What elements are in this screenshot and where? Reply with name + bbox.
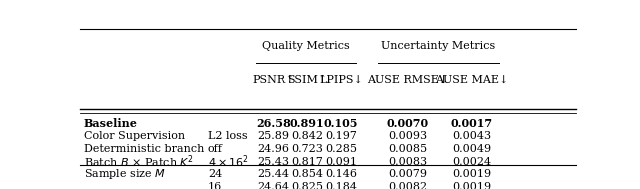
Text: 0.891: 0.891 (290, 118, 324, 129)
Text: AUSE RMSE↓: AUSE RMSE↓ (367, 75, 448, 85)
Text: AUSE MAE↓: AUSE MAE↓ (435, 75, 509, 85)
Text: PSNR↑: PSNR↑ (252, 75, 294, 85)
Text: 24: 24 (208, 169, 222, 179)
Text: Batch $B$ × Patch $K^2$: Batch $B$ × Patch $K^2$ (84, 153, 194, 170)
Text: 26.58: 26.58 (256, 118, 291, 129)
Text: 0.197: 0.197 (325, 131, 357, 141)
Text: 0.0043: 0.0043 (452, 131, 492, 141)
Text: 0.842: 0.842 (291, 131, 323, 141)
Text: 0.0082: 0.0082 (388, 182, 427, 189)
Text: 0.0070: 0.0070 (387, 118, 428, 129)
Text: Quality Metrics: Quality Metrics (262, 41, 350, 51)
Text: 0.854: 0.854 (291, 169, 323, 179)
Text: 0.105: 0.105 (324, 118, 358, 129)
Text: Color Supervision: Color Supervision (84, 131, 185, 141)
Text: 0.0079: 0.0079 (388, 169, 427, 179)
Text: 16: 16 (208, 182, 222, 189)
Text: 0.285: 0.285 (325, 144, 357, 154)
Text: 0.0019: 0.0019 (452, 169, 492, 179)
Text: 0.825: 0.825 (291, 182, 323, 189)
Text: 24.64: 24.64 (257, 182, 289, 189)
Text: off: off (208, 144, 223, 154)
Text: Baseline: Baseline (84, 118, 138, 129)
Text: 0.0019: 0.0019 (452, 182, 492, 189)
Text: Deterministic branch: Deterministic branch (84, 144, 204, 154)
Text: 0.723: 0.723 (291, 144, 323, 154)
Text: 25.43: 25.43 (257, 156, 289, 167)
Text: 0.0083: 0.0083 (388, 156, 427, 167)
Text: 0.146: 0.146 (325, 169, 357, 179)
Text: $4 \times 16^2$: $4 \times 16^2$ (208, 153, 249, 170)
Text: 24.96: 24.96 (257, 144, 289, 154)
Text: 0.091: 0.091 (325, 156, 357, 167)
Text: 0.0093: 0.0093 (388, 131, 427, 141)
Text: 25.89: 25.89 (257, 131, 289, 141)
Text: Sample size $M$: Sample size $M$ (84, 167, 166, 181)
Text: 0.184: 0.184 (325, 182, 357, 189)
Text: Uncertainty Metrics: Uncertainty Metrics (381, 41, 495, 51)
Text: 0.817: 0.817 (291, 156, 323, 167)
Text: 0.0085: 0.0085 (388, 144, 427, 154)
Text: 0.0049: 0.0049 (452, 144, 492, 154)
Text: 0.0017: 0.0017 (451, 118, 493, 129)
Text: 0.0024: 0.0024 (452, 156, 492, 167)
Text: SSIM↑: SSIM↑ (287, 75, 327, 85)
Text: L2 loss: L2 loss (208, 131, 248, 141)
Text: 25.44: 25.44 (257, 169, 289, 179)
Text: LPIPS↓: LPIPS↓ (319, 75, 363, 85)
